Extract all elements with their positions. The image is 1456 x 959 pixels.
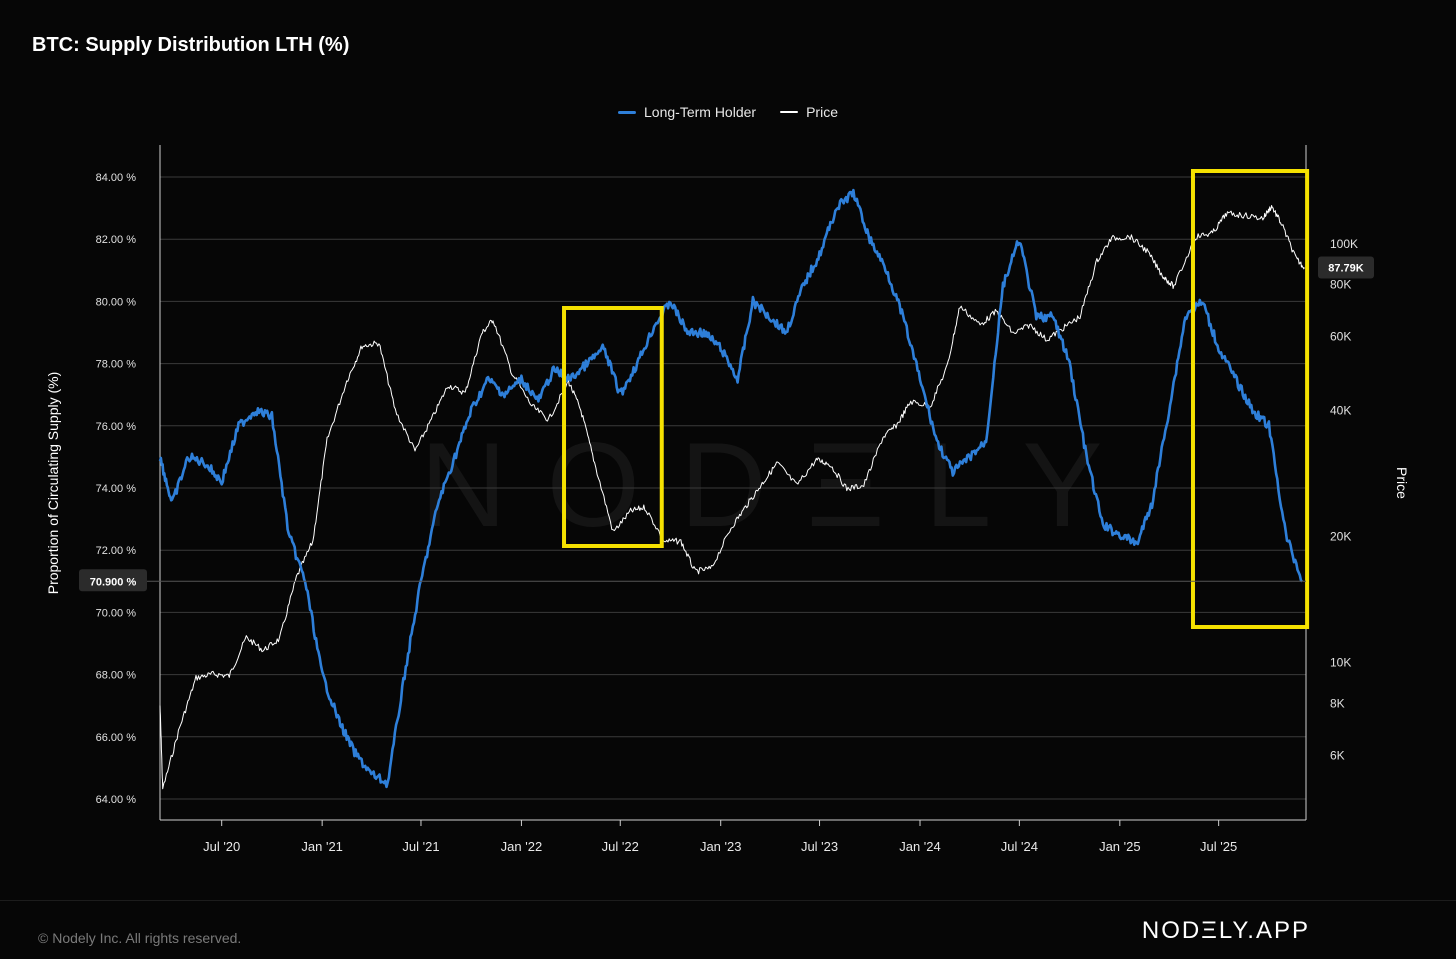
highlight-box <box>1190 169 1310 629</box>
chart-title: BTC: Supply Distribution LTH (%) <box>32 34 350 56</box>
x-tick-label: Jul '20 <box>203 839 240 854</box>
current-lth-badge <box>79 569 147 592</box>
chart-svg: 84.00 % 82.00 % 80.00 % 78.00 % 76.00 % 74.00… <box>45 145 1410 854</box>
y-tick-label: 72.00 % <box>96 545 137 557</box>
x-tick-label: Jul '21 <box>402 839 439 854</box>
legend-swatch-lth <box>618 110 637 114</box>
y2-axis-title: Price <box>1394 467 1410 499</box>
lth-line <box>158 188 1303 789</box>
x-tick-label: Jan '21 <box>301 839 343 854</box>
y2-tick-label: 100K <box>1330 237 1358 251</box>
current-lth-label: 70.900 % <box>90 576 137 588</box>
footer: © Nodely Inc. All rights reserved. NODΞL… <box>0 900 1456 959</box>
y2-tick-label: 40K <box>1330 403 1351 417</box>
price-line <box>159 205 1305 790</box>
y-tick-label: 84.00 % <box>96 172 137 184</box>
x-tick-label: Jul '23 <box>801 839 838 854</box>
y-axis-title: Proportion of Circulating Supply (%) <box>45 372 61 595</box>
x-tick-label: Jan '23 <box>700 839 742 854</box>
current-price-badge <box>1318 256 1374 279</box>
y2-tick-label: 80K <box>1330 277 1351 291</box>
y-tick-label: 70.00 % <box>96 607 137 619</box>
x-tick-label: Jan '25 <box>1099 839 1141 854</box>
y2-tick-label: 60K <box>1330 330 1351 344</box>
legend-swatch-price <box>780 111 799 113</box>
legend-label-price: Price <box>806 104 838 120</box>
legend: Long-Term Holder Price <box>0 104 1456 120</box>
brand-logo: NODΞLY.APP <box>1141 917 1310 944</box>
y2-tick-label: 8K <box>1330 696 1345 710</box>
current-price-label: 87.79K <box>1328 262 1364 274</box>
copyright-text: © Nodely Inc. All rights reserved. <box>38 930 242 946</box>
y2-tick-label: 10K <box>1330 656 1351 670</box>
highlight-box <box>562 306 664 548</box>
y-tick-label: 78.00 % <box>96 359 137 371</box>
y2-tick-label: 6K <box>1330 749 1345 763</box>
y-tick-label: 80.00 % <box>96 296 137 308</box>
y-tick-label: 82.00 % <box>96 234 137 246</box>
legend-item-lth[interactable]: Long-Term Holder <box>618 104 756 120</box>
x-tick-label: Jul '24 <box>1001 839 1038 854</box>
y-tick-label: 76.00 % <box>96 421 137 433</box>
y-tick-label: 74.00 % <box>96 483 137 495</box>
y2-tick-label: 20K <box>1330 530 1351 544</box>
x-tick-label: Jul '25 <box>1200 839 1237 854</box>
y-tick-label: 68.00 % <box>96 670 137 682</box>
x-tick-label: Jul '22 <box>602 839 639 854</box>
legend-item-price[interactable]: Price <box>780 104 838 120</box>
x-tick-label: Jan '24 <box>899 839 941 854</box>
legend-label-lth: Long-Term Holder <box>644 104 757 120</box>
x-tick-label: Jan '22 <box>501 839 543 854</box>
y-tick-label: 64.00 % <box>96 794 137 806</box>
y-tick-label: 66.00 % <box>96 732 137 744</box>
